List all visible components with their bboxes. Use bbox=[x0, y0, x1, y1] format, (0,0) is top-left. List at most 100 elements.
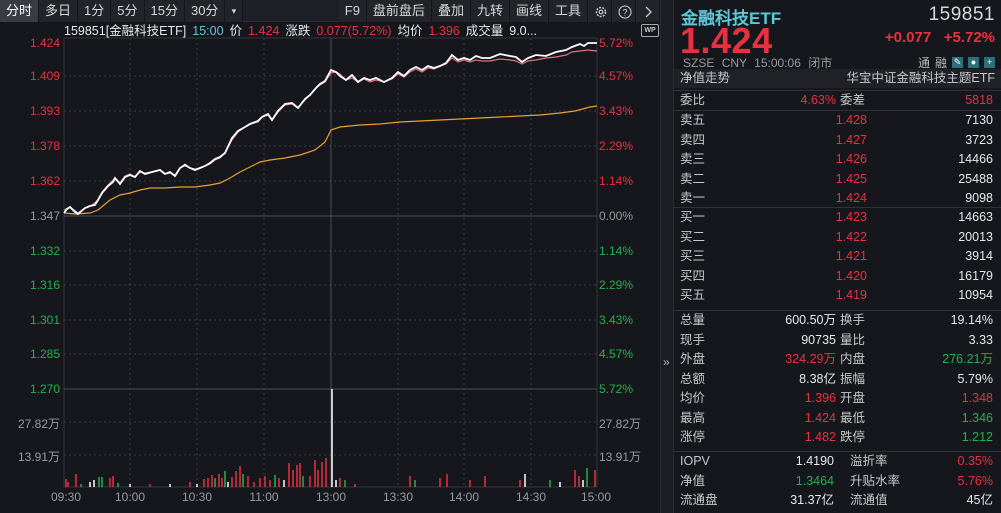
bid-price: 1.420 bbox=[835, 268, 867, 283]
y-tick-left: 1.409 bbox=[29, 69, 60, 83]
volume-tick-right: 13.91万 bbox=[599, 450, 642, 464]
diff-value: 5818 bbox=[965, 93, 993, 107]
ask-price: 1.426 bbox=[835, 152, 867, 166]
bid-volume: 20013 bbox=[958, 229, 993, 244]
stats-section: 总量 600.50万 换手 19.14% 现手 90735 量比 3.33 外盘 324.29… bbox=[674, 310, 1001, 448]
ask-volume: 14466 bbox=[958, 152, 993, 166]
ask-row[interactable]: 卖四 1.427 3723 bbox=[674, 131, 1001, 151]
tag-rong: 融 bbox=[934, 56, 947, 70]
fund-header: 净值走势 华宝中证金融科技主题ETF bbox=[674, 69, 1001, 88]
stat-label: 总额 bbox=[680, 371, 706, 386]
stat-label: 量比 bbox=[840, 332, 866, 347]
last-price: 1.424 bbox=[680, 20, 773, 61]
bid-price: 1.419 bbox=[835, 288, 867, 302]
ask-label: 卖三 bbox=[680, 152, 706, 166]
y-tick-left: 1.332 bbox=[29, 244, 60, 258]
y-tick-left: 1.393 bbox=[29, 104, 60, 118]
y-tick-right: 4.57% bbox=[599, 347, 634, 361]
volume-label: 成交量 bbox=[465, 24, 504, 38]
ask-row[interactable]: 卖二 1.425 25488 bbox=[674, 170, 1001, 190]
y-tick-right: 2.29% bbox=[599, 278, 634, 292]
y-tick-right: 5.72% bbox=[599, 36, 634, 50]
more-periods-dropdown[interactable]: ▾ bbox=[225, 0, 244, 22]
tab-5min[interactable]: 5分 bbox=[111, 0, 145, 22]
bid-row[interactable]: 买一 1.423 14663 bbox=[674, 208, 1001, 228]
x-tick: 14:00 bbox=[448, 490, 480, 504]
y-tick-left: 1.270 bbox=[29, 382, 60, 396]
ask-label: 卖一 bbox=[680, 191, 706, 205]
high-price: 1.424 bbox=[804, 410, 836, 425]
volume-value: 9.0... bbox=[509, 24, 538, 38]
total-amount: 8.38亿 bbox=[799, 371, 836, 386]
ask-row[interactable]: 卖五 1.428 7130 bbox=[674, 111, 1001, 131]
bid-label: 买一 bbox=[680, 210, 706, 224]
tab-30min[interactable]: 30分 bbox=[184, 0, 226, 22]
nav-value: 1.3464 bbox=[795, 473, 834, 488]
x-tick: 13:00 bbox=[315, 490, 347, 504]
tab-intraday[interactable]: 分时 bbox=[0, 0, 40, 22]
nav-trend-link[interactable]: 净值走势 bbox=[680, 71, 731, 85]
ask-price: 1.424 bbox=[835, 191, 867, 205]
stat-label: 升贴水率 bbox=[850, 473, 901, 488]
bid-price: 1.422 bbox=[835, 229, 867, 244]
ask-volume: 25488 bbox=[958, 171, 993, 186]
draw-line-button[interactable]: 画线 bbox=[509, 0, 549, 22]
bid-label: 买五 bbox=[680, 288, 706, 302]
wp-icon[interactable]: WP bbox=[641, 24, 659, 37]
x-tick: 13:30 bbox=[382, 490, 414, 504]
order-ratio-section: 委比 4.63% 委差 5818 bbox=[674, 90, 1001, 111]
help-icon[interactable]: ? bbox=[612, 0, 636, 22]
gear-icon[interactable] bbox=[588, 0, 612, 22]
limit-down-price: 1.212 bbox=[961, 430, 993, 444]
add-icon[interactable]: + bbox=[984, 57, 995, 68]
x-tick: 14:30 bbox=[515, 490, 547, 504]
bid-row[interactable]: 买三 1.421 3914 bbox=[674, 247, 1001, 267]
amplitude: 5.79% bbox=[957, 371, 993, 386]
intraday-chart[interactable] bbox=[0, 0, 660, 513]
price-value: 1.424 bbox=[248, 24, 280, 38]
change-value: 0.077(5.72%) bbox=[316, 24, 392, 38]
ask-row[interactable]: 卖一 1.424 9098 bbox=[674, 189, 1001, 209]
bid-row[interactable]: 买五 1.419 10954 bbox=[674, 286, 1001, 306]
security-name: 金融科技ETF bbox=[681, 9, 782, 28]
tab-15min[interactable]: 15分 bbox=[144, 0, 185, 22]
bell-icon[interactable]: ● bbox=[968, 57, 979, 68]
stat-label: 最低 bbox=[840, 410, 866, 425]
chart-panel: 分时 多日 1分 5分 15分 30分 ▾ F9 盘前盘后 叠加 九转 画线 工… bbox=[0, 0, 660, 513]
ask-label: 卖五 bbox=[680, 113, 706, 127]
y-tick-right: 5.72% bbox=[599, 382, 634, 396]
quote-info-bar: 159851[金融科技ETF] 15:00 价 1.424 涨跌 0.077(5… bbox=[64, 22, 537, 40]
overlay-button[interactable]: 叠加 bbox=[431, 0, 471, 22]
bid-row[interactable]: 买二 1.422 20013 bbox=[674, 228, 1001, 248]
chevron-right-icon[interactable] bbox=[636, 0, 660, 22]
y-tick-left: 1.347 bbox=[29, 209, 60, 223]
market-status: 闭市 bbox=[808, 56, 833, 70]
change-label: 涨跌 bbox=[285, 24, 311, 38]
edit-icon[interactable]: ✎ bbox=[952, 57, 963, 68]
quote-panel: 金融科技ETF 159851 1.424 +0.077 +5.72% SZSE … bbox=[674, 0, 1001, 513]
tab-multiday[interactable]: 多日 bbox=[39, 0, 79, 22]
bid-volume: 16179 bbox=[958, 268, 993, 283]
stat-label: 现手 bbox=[680, 332, 706, 347]
collapse-panel-icon[interactable]: » bbox=[663, 355, 670, 369]
ask-section: 卖五 1.428 7130 卖四 1.427 3723 卖三 1.426 14466 卖二 1… bbox=[674, 110, 1001, 209]
nine-turn-button[interactable]: 九转 bbox=[470, 0, 510, 22]
exchange: SZSE bbox=[683, 56, 715, 70]
pre-post-market-button[interactable]: 盘前盘后 bbox=[366, 0, 432, 22]
diff-label: 委差 bbox=[840, 93, 866, 107]
volume-ratio: 3.33 bbox=[968, 332, 993, 347]
tools-button[interactable]: 工具 bbox=[548, 0, 588, 22]
stat-label: 流通值 bbox=[850, 493, 888, 507]
ask-row[interactable]: 卖三 1.426 14466 bbox=[674, 150, 1001, 170]
y-tick-left: 1.316 bbox=[29, 278, 60, 292]
avg-label: 均价 bbox=[397, 24, 423, 38]
bid-row[interactable]: 买四 1.420 16179 bbox=[674, 267, 1001, 287]
tab-1min[interactable]: 1分 bbox=[78, 0, 112, 22]
f9-button[interactable]: F9 bbox=[338, 0, 367, 22]
volume-tick-right: 27.82万 bbox=[599, 417, 642, 431]
ask-label: 卖二 bbox=[680, 171, 706, 186]
stat-label: 流通盘 bbox=[680, 493, 718, 507]
panel-divider[interactable] bbox=[660, 0, 674, 513]
ask-price: 1.428 bbox=[835, 113, 867, 127]
x-tick: 10:30 bbox=[181, 490, 213, 504]
